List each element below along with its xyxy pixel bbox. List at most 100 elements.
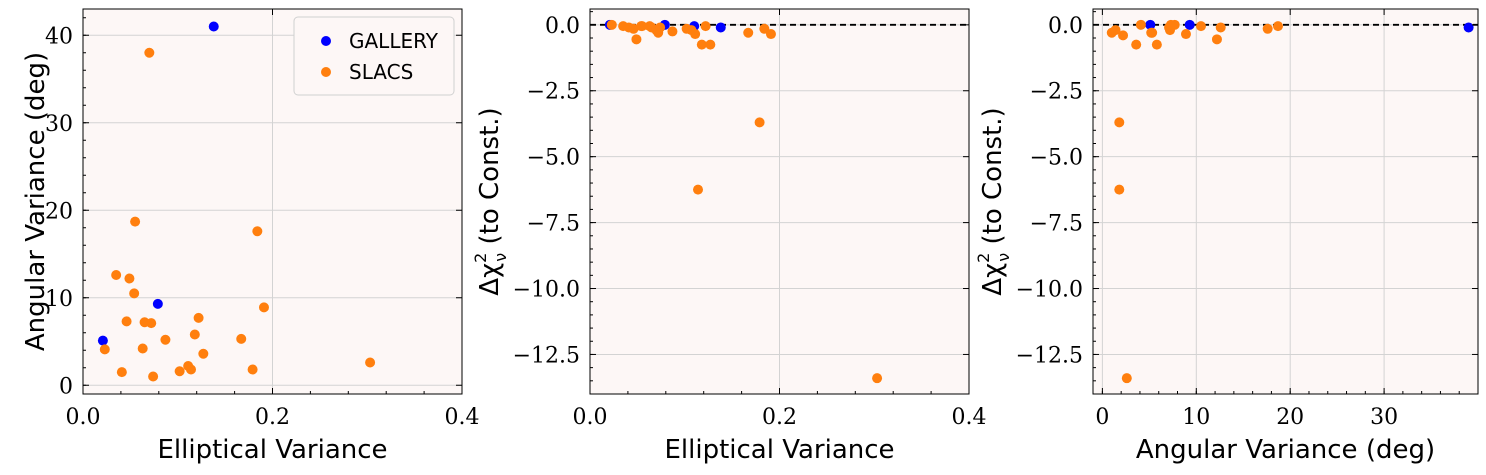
data-point-slacs [365,357,376,368]
data-point-slacs [1121,373,1132,384]
y-tick-label: 0.0 [545,14,580,39]
legend: GALLERY SLACS [293,16,455,96]
y-axis-label: Angular Variance (deg) [21,52,51,351]
y-axis-label-rest: (to Const.) [978,107,1008,252]
data-point-slacs [1272,21,1283,32]
data-point-slacs [1110,25,1121,36]
legend-label-slacs: SLACS [349,60,413,84]
y-tick-label: −10.0 [1016,278,1083,303]
y-tick-label: 10 [45,287,73,312]
data-point-slacs [160,334,171,345]
data-point-slacs [754,117,765,128]
y-tick-label: −12.5 [1016,343,1083,368]
y-axis-label-symbol: Δχ [475,263,505,296]
data-point-slacs [1211,34,1222,45]
data-point-slacs [765,29,776,40]
data-point-slacs [247,364,258,375]
data-point-slacs [631,34,642,45]
data-point-slacs [116,367,127,378]
y-tick-label: −2.5 [1030,80,1083,105]
data-point-gallery [97,335,108,346]
y-tick-label: 40 [45,24,73,49]
data-point-slacs [743,27,754,38]
y-axis-label-sub: ν [994,253,1013,262]
data-point-gallery [715,22,726,33]
data-point-slacs [705,39,716,50]
panel-angular-vs-elliptical: 0.0 0.2 0.4 0 10 20 30 40 Elliptical Variance Ang… [21,8,480,465]
data-point-slacs [111,270,122,280]
data-point-gallery [1463,22,1474,33]
data-point-slacs [129,288,140,299]
x-tick-label: 10 [1182,405,1210,430]
y-axis-label-sup: 2 [471,253,490,263]
data-point-slacs [1195,21,1206,32]
data-point-slacs [1114,184,1125,195]
data-point-slacs [655,22,666,33]
data-point-slacs [144,47,155,58]
panel-chi2-vs-angular: 0 10 20 30 0.0 −2.5 −5.0 −7.5 −10.0 −12.5 Angular … [974,8,1479,465]
data-point-slacs [872,373,883,384]
data-point-slacs [137,343,148,354]
x-tick-label: 0.0 [573,405,608,430]
legend-box [293,16,455,96]
x-axis-label: Angular Variance (deg) [1136,435,1435,465]
data-point-slacs [606,19,617,30]
y-tick-label: −12.5 [513,343,580,368]
data-point-slacs [700,21,711,32]
data-point-slacs [696,39,707,50]
data-point-slacs [174,366,185,377]
y-tick-label: −2.5 [527,80,580,105]
data-point-slacs [1151,39,1162,50]
y-tick-label: −5.0 [527,146,580,171]
data-point-gallery [1184,19,1195,30]
axes-frame [1092,8,1479,395]
y-tick-label: 20 [45,199,73,224]
data-point-slacs [637,21,648,32]
data-point-slacs [121,316,132,327]
x-axis-label: Elliptical Variance [664,435,894,465]
x-tick-label: 0.4 [952,405,987,430]
data-point-slacs [1118,30,1129,41]
data-point-slacs [1180,29,1191,40]
y-tick-label: −10.0 [513,278,580,303]
y-axis-label-sub: ν [491,253,510,262]
data-point-slacs [146,318,157,329]
y-tick-label: −5.0 [1030,146,1083,171]
y-tick-label: 30 [45,112,73,137]
y-tick-label: 0.0 [1048,14,1083,39]
data-point-slacs [1169,19,1180,30]
data-point-slacs [193,312,204,323]
data-point-slacs [252,226,263,237]
x-tick-label: 0.2 [762,405,797,430]
data-point-slacs [1135,19,1146,30]
plot-area [1093,9,1478,394]
data-point-gallery [152,298,163,309]
data-point-slacs [1147,27,1158,38]
data-point-slacs [186,364,197,375]
panel-chi2-vs-elliptical: 0.0 0.2 0.4 0.0 −2.5 −5.0 −7.5 −10.0 −12.5 Ellipt… [471,8,987,465]
x-tick-label: 0.4 [445,405,480,430]
data-point-slacs [236,333,247,344]
data-point-gallery [1145,19,1156,30]
x-tick-label: 0.2 [255,405,290,430]
x-axis-label: Elliptical Variance [157,435,387,465]
data-point-slacs [693,184,704,195]
y-tick-label: −7.5 [527,212,580,237]
x-tick-label: 0.0 [66,405,101,430]
y-axis-label: Δχ2ν (to Const.) [471,107,510,295]
data-point-slacs [1215,22,1226,33]
data-point-slacs [258,302,269,313]
data-point-slacs [667,26,678,37]
data-point-slacs [1114,117,1125,128]
y-axis-label-symbol: Δχ [978,263,1008,296]
y-tick-label: −7.5 [1030,212,1083,237]
x-tick-label: 30 [1370,405,1398,430]
data-point-slacs [124,273,135,284]
data-point-slacs [1131,39,1142,50]
data-point-slacs [1262,23,1273,34]
y-axis-label: Δχ2ν (to Const.) [974,107,1013,295]
legend-marker-gallery [321,36,331,46]
data-point-slacs [690,29,701,40]
data-point-gallery [208,21,219,32]
